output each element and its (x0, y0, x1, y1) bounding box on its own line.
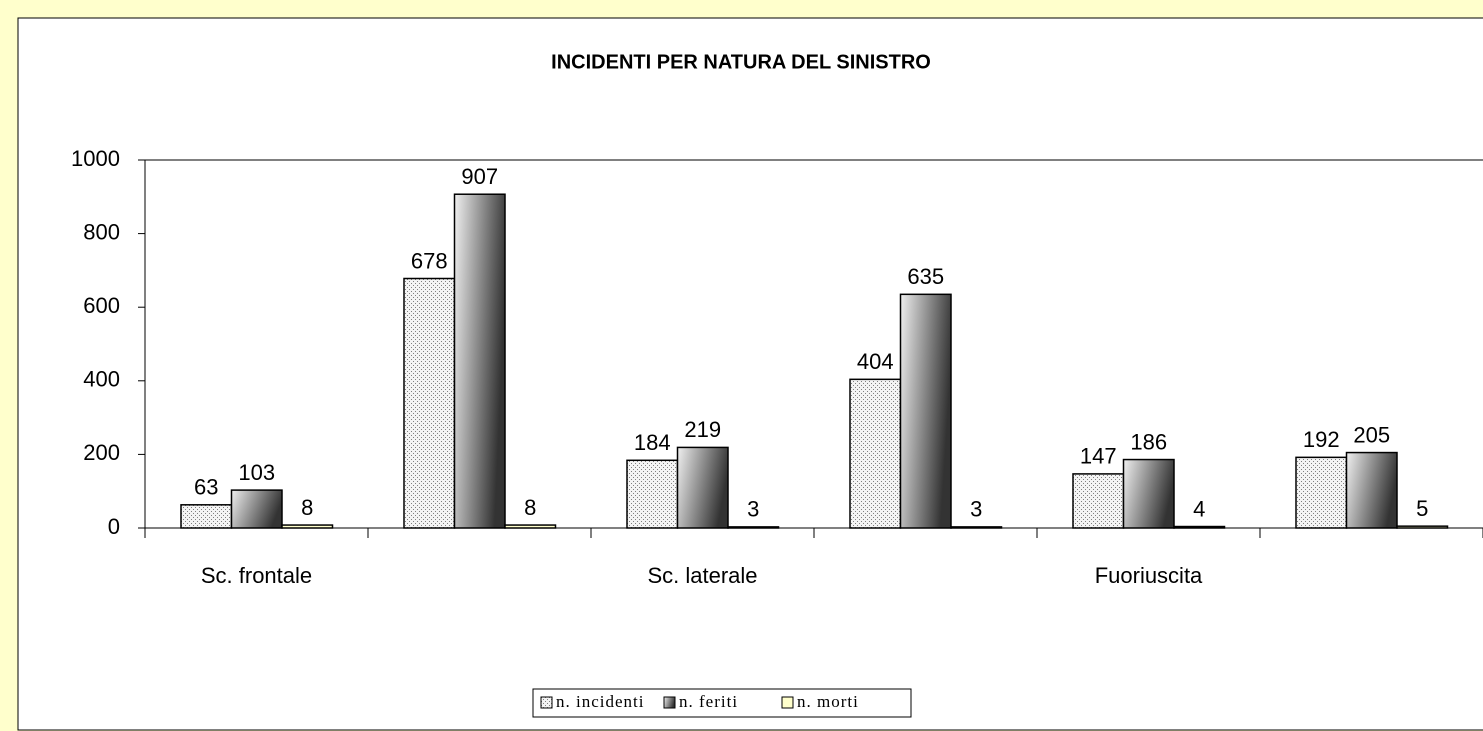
bar (230, 489, 283, 529)
data-label: 103 (238, 460, 275, 485)
legend-label: n. morti (797, 692, 859, 711)
bar (626, 459, 679, 529)
legend (532, 688, 912, 718)
data-label: 3 (747, 497, 759, 522)
bar (1345, 451, 1398, 529)
legend-label: n. feriti (679, 692, 738, 711)
data-label: 8 (524, 495, 536, 520)
x-tick-label: Fuoriuscita (1095, 563, 1203, 588)
bar (1072, 473, 1125, 529)
legend-swatch (781, 696, 794, 709)
y-tick-label: 1000 (71, 146, 120, 171)
y-tick-label: 800 (83, 219, 120, 244)
bar (281, 524, 334, 529)
data-label: 8 (301, 495, 313, 520)
data-label: 147 (1080, 444, 1117, 469)
bar (727, 526, 780, 529)
y-tick-label: 200 (83, 440, 120, 465)
bar (1173, 525, 1226, 529)
legend-swatch (540, 696, 553, 709)
bar (1396, 525, 1449, 529)
legend-swatch (663, 696, 676, 709)
bar (403, 277, 456, 529)
bar (899, 293, 952, 529)
legend-label: n. incidenti (556, 692, 644, 711)
chart-area (17, 17, 1483, 731)
bar (180, 504, 233, 529)
bar (1122, 458, 1175, 529)
x-tick-label: Sc. frontale (201, 563, 312, 588)
bar (1295, 456, 1348, 529)
y-tick-label: 0 (108, 514, 120, 539)
data-label: 404 (857, 349, 894, 374)
data-label: 186 (1130, 429, 1167, 454)
x-tick-label: Sc. laterale (647, 563, 757, 588)
data-label: 205 (1353, 422, 1390, 447)
data-label: 184 (634, 430, 671, 455)
data-label: 63 (194, 475, 218, 500)
y-tick-label: 400 (83, 367, 120, 392)
data-label: 635 (907, 264, 944, 289)
bar (950, 526, 1003, 529)
chart-title: INCIDENTI PER NATURA DEL SINISTRO (551, 51, 931, 73)
data-label: 219 (684, 417, 721, 442)
data-label: 192 (1303, 427, 1340, 452)
data-label: 907 (461, 164, 498, 189)
bar (504, 524, 557, 529)
bar (676, 446, 729, 529)
bar (849, 378, 902, 529)
data-label: 3 (970, 497, 982, 522)
y-tick-label: 600 (83, 293, 120, 318)
data-label: 5 (1416, 496, 1428, 521)
bar (453, 193, 506, 529)
data-label: 678 (411, 248, 448, 273)
data-label: 4 (1193, 496, 1205, 521)
